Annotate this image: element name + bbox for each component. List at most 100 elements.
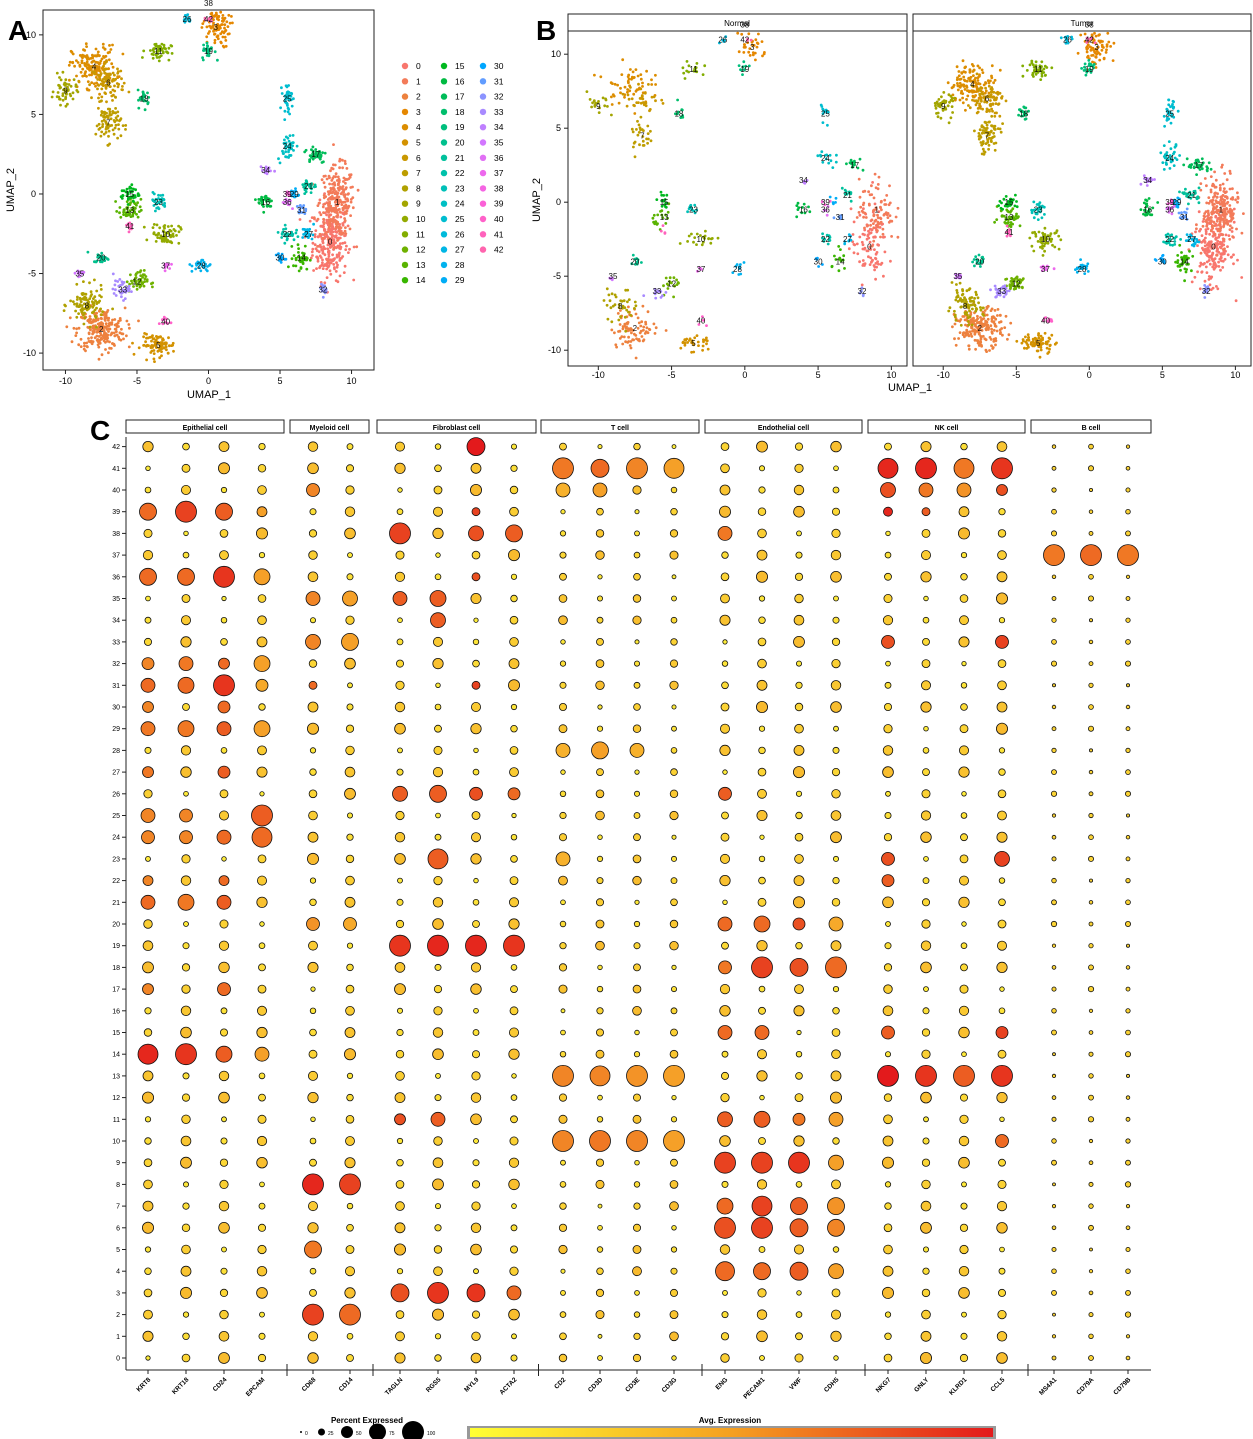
umap-point-tumor xyxy=(1231,187,1234,191)
umap-point-a xyxy=(335,255,339,259)
umap-point-tumor xyxy=(981,306,985,310)
umap-point-a xyxy=(64,78,68,82)
umap-point-tumor xyxy=(1206,249,1210,253)
umap-point-a xyxy=(96,343,100,347)
umap-point-tumor xyxy=(1040,216,1044,220)
umap-point-a xyxy=(318,243,322,247)
umap-point-a xyxy=(150,52,154,56)
umap-point-tumor xyxy=(1004,314,1008,318)
umap-point-normal xyxy=(849,199,853,203)
umap-point-normal xyxy=(635,337,638,341)
umap-point-tumor xyxy=(1043,74,1047,77)
umap-point-a xyxy=(113,126,117,130)
umap-point-tumor xyxy=(1024,335,1027,339)
umap-point-tumor xyxy=(971,307,974,311)
legend-label: 25 xyxy=(455,214,465,224)
umap-point-a xyxy=(167,46,171,50)
umap-point-a xyxy=(109,117,113,121)
umap-point-a xyxy=(63,303,67,307)
umap-point-a xyxy=(109,91,113,94)
umap-point-a xyxy=(213,38,217,42)
umap-point-normal xyxy=(855,216,859,219)
cluster-label-a: 5 xyxy=(156,341,161,350)
umap-point-tumor xyxy=(990,330,994,334)
umap-point-tumor xyxy=(972,74,975,77)
umap-point-a xyxy=(143,108,147,112)
umap-point-a xyxy=(117,127,121,131)
umap-point-tumor xyxy=(992,340,996,343)
umap-point-a xyxy=(309,191,313,195)
umap-point-tumor xyxy=(1230,255,1233,259)
umap-point-a xyxy=(331,176,335,180)
umap-point-a xyxy=(105,114,109,118)
legend-label: 0 xyxy=(416,61,421,71)
cluster-label-a: 10 xyxy=(161,230,170,239)
umap-point-a xyxy=(66,102,69,106)
umap-point-tumor xyxy=(1205,201,1209,205)
umap-point-a xyxy=(111,71,115,75)
umap-point-a xyxy=(95,334,99,338)
umap-point-normal xyxy=(647,83,650,86)
umap-point-a xyxy=(103,47,107,51)
umap-point-a xyxy=(100,87,104,91)
umap-point-tumor xyxy=(1028,236,1032,240)
umap-point-a xyxy=(336,175,340,179)
umap-point-a xyxy=(326,208,330,211)
umap-point-a xyxy=(103,315,107,319)
umap-point-normal xyxy=(627,97,631,101)
umap-point-tumor xyxy=(980,131,984,135)
umap-point-a xyxy=(118,206,122,209)
umap-point-normal xyxy=(642,328,645,332)
umap-point-normal xyxy=(868,263,872,266)
umap-point-a xyxy=(341,206,345,210)
umap-point-normal xyxy=(623,315,627,319)
umap-point-a xyxy=(112,331,116,335)
umap-point-normal xyxy=(696,340,700,344)
umap-point-a xyxy=(103,91,107,95)
umap-point-a xyxy=(102,339,106,343)
x-tick-label: -5 xyxy=(133,376,141,386)
umap-point-a xyxy=(334,246,338,250)
umap-point-normal xyxy=(861,264,865,267)
umap-point-tumor xyxy=(963,296,966,300)
umap-point-tumor xyxy=(980,152,984,156)
umap-point-tumor xyxy=(1201,246,1204,250)
umap-point-a xyxy=(337,188,341,192)
umap-point-normal xyxy=(692,350,696,354)
panel-b-normal-frame xyxy=(567,30,908,367)
umap-point-a xyxy=(106,339,109,343)
umap-point-a xyxy=(132,200,135,203)
umap-point-tumor xyxy=(994,343,997,347)
umap-point-tumor xyxy=(1197,201,1201,205)
umap-point-tumor xyxy=(997,204,1000,208)
umap-point-normal xyxy=(653,332,657,335)
umap-point-normal xyxy=(634,304,638,308)
umap-point-a xyxy=(313,243,317,247)
umap-point-a xyxy=(92,82,96,86)
umap-point-tumor xyxy=(1041,342,1045,345)
umap-point-normal xyxy=(646,124,650,128)
umap-point-tumor xyxy=(1045,66,1049,69)
umap-point-a xyxy=(341,241,345,245)
umap-point-tumor xyxy=(1090,54,1093,57)
umap-point-normal xyxy=(607,293,611,297)
umap-point-normal xyxy=(639,87,643,91)
umap-point-tumor xyxy=(1032,249,1036,253)
umap-point-normal xyxy=(682,71,686,75)
umap-point-tumor xyxy=(1043,331,1047,335)
umap-point-tumor xyxy=(1218,220,1222,224)
umap-point-tumor xyxy=(977,132,981,135)
umap-point-normal xyxy=(665,193,669,197)
umap-point-a xyxy=(227,32,231,36)
umap-point-tumor xyxy=(962,83,966,87)
umap-point-a xyxy=(96,317,100,321)
legend-swatch xyxy=(440,93,448,100)
legend-swatch xyxy=(479,185,487,192)
umap-point-a xyxy=(322,181,326,185)
umap-point-a xyxy=(328,240,332,243)
umap-point-a xyxy=(93,278,96,282)
umap-point-tumor xyxy=(967,334,971,338)
umap-point-normal xyxy=(631,70,635,74)
umap-point-a xyxy=(96,338,100,341)
umap-point-tumor xyxy=(1174,144,1178,148)
